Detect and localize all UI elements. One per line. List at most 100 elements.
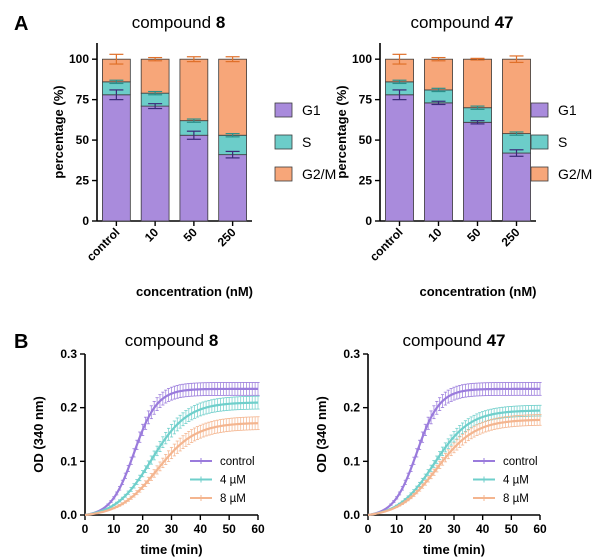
bar-chart-1-x-tick-label: 50 (181, 225, 201, 245)
bar-chart-2-y-tick-label: 100 (352, 52, 372, 66)
line-chart-2-y-tick-label: 0.3 (343, 347, 360, 361)
bar-chart-1-y-tick-label: 100 (69, 52, 89, 66)
bar-chart-2-bar-g1 (424, 102, 453, 222)
bar-chart-2-x-axis-label: concentration (nM) (420, 284, 537, 299)
bar-chart-1-title-number: 8 (216, 13, 225, 32)
bar-chart-2-x-tick-label: 50 (464, 225, 484, 245)
bar-chart-1-y-axis-label: percentage (%) (51, 85, 66, 178)
bar-chart-1-y-tick-label: 0 (82, 214, 89, 228)
bar-chart-1-legend-label: G2/M (302, 166, 336, 182)
line-chart-2-series-8m (367, 418, 541, 517)
bar-chart-2-y-tick-label: 50 (359, 133, 373, 147)
bar-chart-2-title: compound 47 (410, 13, 513, 32)
panel-label-a: A (14, 13, 28, 35)
line-chart-1-y-tick-label: 0.2 (60, 401, 77, 415)
bar-chart-2-legend-label: G2/M (558, 166, 592, 182)
bar-chart-2-x-tick-label: 250 (499, 225, 523, 249)
bar-chart-1-bar-g2m (218, 58, 247, 136)
line-chart-2-x-tick-label: 10 (390, 522, 404, 536)
line-chart-2-x-tick-label: 40 (476, 522, 490, 536)
bar-chart-1-y-tick-label: 25 (76, 174, 90, 188)
bar-chart-2-legend-swatch (530, 166, 549, 182)
line-chart-1-series-4m (84, 401, 259, 517)
bar-chart-1-bar-g1 (179, 134, 209, 222)
line-chart-2-y-tick-label: 0.0 (343, 508, 360, 522)
bar-chart-1-title-prefix: compound (132, 13, 216, 32)
line-chart-2-legend-label: 8 µM (503, 493, 529, 505)
bar-chart-2-legend-label: S (558, 134, 567, 150)
bar-chart-2-bar-g2m (502, 58, 531, 135)
line-chart-1-legend-label: 4 µM (220, 475, 246, 487)
panel-label-b: B (14, 331, 28, 353)
line-chart-1-title: compound 8 (125, 331, 219, 350)
line-chart-1-series-control (84, 387, 258, 517)
line-chart-1-x-tick-label: 30 (165, 522, 179, 536)
line-chart-2-x-tick-label: 20 (419, 522, 433, 536)
bar-chart-1-x-tick-label: 250 (215, 225, 239, 249)
bar-chart-1-bar-g1 (102, 94, 131, 222)
line-chart-1-x-axis-label: time (min) (140, 542, 202, 557)
bar-chart-1-title: compound 8 (132, 13, 226, 32)
bar-chart-1-x-tick-label: 10 (142, 225, 162, 245)
line-chart-1-x-tick-label: 40 (194, 522, 208, 536)
bar-chart-2-title-prefix: compound (410, 13, 494, 32)
line-chart-2-x-tick-label: 0 (365, 522, 372, 536)
bar-chart-2-y-tick-label: 0 (365, 214, 372, 228)
line-chart-1-title-number: 8 (209, 331, 218, 350)
line-chart-2-x-axis-label: time (min) (423, 542, 485, 557)
bar-chart-2-bar-g1 (463, 121, 492, 222)
line-chart-1-y-axis-label: OD (340 nm) (31, 396, 46, 473)
line-chart-1-x-tick-label: 60 (251, 522, 265, 536)
bar-chart-1-legend-swatch (274, 166, 293, 182)
line-chart-1-title-prefix: compound (125, 331, 209, 350)
line-chart-1-x-tick-label: 0 (82, 522, 89, 536)
bar-chart-1-x-axis-label: concentration (nM) (136, 284, 253, 299)
bar-chart-1-bar-g1 (140, 105, 170, 222)
line-chart-2: 0.0 0.1 0.2 0.3 0 10 20 30 40 50 60 control 4 µM 8 µM… (314, 347, 547, 557)
bar-chart-2-bar-g2m (463, 58, 492, 109)
bar-chart-1-x-tick-label: control (84, 225, 123, 264)
bar-chart-1-bar-g2m (140, 58, 170, 94)
line-chart-2-title: compound 47 (402, 331, 505, 350)
line-chart-1-legend-label: 8 µM (220, 493, 246, 505)
line-chart-2-x-tick-label: 60 (533, 522, 547, 536)
bar-chart-2-legend-label: G1 (558, 102, 577, 118)
line-chart-1-y-tick-label: 0.0 (60, 508, 77, 522)
line-chart-2-x-tick-label: 50 (505, 522, 519, 536)
line-chart-2-title-prefix: compound (402, 331, 486, 350)
bar-chart-1-bar-g1 (218, 154, 247, 222)
bar-chart-1-bar-g2m (179, 58, 209, 122)
bar-chart-2-y-tick-label: 75 (359, 93, 373, 107)
bar-chart-2: 0 25 50 75 100 control 10 50 250 G1 S G2/M percentag… (334, 43, 592, 299)
line-chart-2-y-axis-label: OD (340 nm) (314, 396, 329, 473)
bar-chart-2-x-tick-label: control (367, 225, 406, 264)
line-chart-1-y-tick-label: 0.1 (60, 454, 77, 468)
line-chart-2-y-tick-label: 0.2 (343, 401, 360, 415)
bar-chart-2-bar-g1 (502, 152, 531, 222)
line-chart-2-legend-label: control (503, 456, 538, 468)
bar-chart-1-legend-label: G1 (302, 102, 321, 118)
line-chart-2-legend-label: 4 µM (503, 475, 529, 487)
bar-chart-2-y-axis-label: percentage (%) (334, 85, 349, 178)
bar-chart-2-title-number: 47 (495, 13, 514, 32)
bar-chart-2-x-tick-label: 10 (425, 225, 445, 245)
bar-chart-1: 0 25 50 75 100 control 10 50 250 G1 S G2/M percentag… (51, 43, 336, 299)
line-chart-1-series-8m (84, 422, 259, 517)
line-chart-1-legend-label: control (220, 456, 255, 468)
line-chart-2-x-tick-label: 30 (447, 522, 461, 536)
line-chart-1-x-tick-label: 50 (222, 522, 236, 536)
line-chart-1-x-tick-label: 20 (136, 522, 150, 536)
bar-chart-1-y-tick-label: 75 (76, 93, 90, 107)
bar-chart-2-legend-swatch (530, 102, 549, 118)
line-chart-2-series-control (367, 387, 540, 517)
bar-chart-1-legend-swatch (274, 102, 293, 118)
line-chart-1-x-tick-label: 10 (107, 522, 121, 536)
bar-chart-2-y-tick-label: 25 (359, 174, 373, 188)
bar-chart-1-legend-swatch (274, 134, 293, 150)
line-chart-1-y-tick-label: 0.3 (60, 347, 77, 361)
bar-chart-2-bar-g2m (424, 58, 453, 91)
line-chart-1: 0.0 0.1 0.2 0.3 0 10 20 30 40 50 60 control 4 µM 8 µM… (31, 347, 265, 557)
line-chart-2-y-tick-label: 0.1 (343, 454, 360, 468)
bar-chart-2-bar-g1 (385, 94, 414, 222)
